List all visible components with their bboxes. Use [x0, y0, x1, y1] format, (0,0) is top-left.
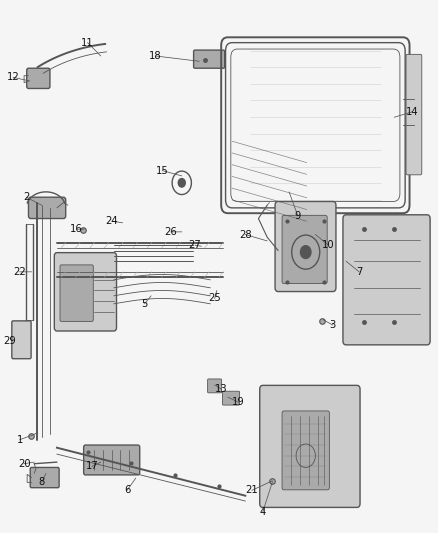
FancyBboxPatch shape	[282, 215, 327, 284]
Text: 9: 9	[295, 211, 301, 221]
Text: 4: 4	[260, 507, 266, 516]
Text: 5: 5	[141, 299, 148, 309]
Text: 11: 11	[81, 38, 94, 47]
Text: 2: 2	[23, 192, 29, 202]
FancyBboxPatch shape	[223, 391, 240, 405]
Text: 27: 27	[188, 240, 201, 250]
Text: 20: 20	[18, 459, 30, 469]
Circle shape	[178, 179, 185, 187]
FancyBboxPatch shape	[60, 265, 93, 321]
FancyBboxPatch shape	[27, 68, 50, 88]
Text: 10: 10	[322, 240, 335, 250]
Text: 3: 3	[330, 320, 336, 330]
Text: 26: 26	[164, 227, 177, 237]
Text: 29: 29	[3, 336, 16, 346]
FancyBboxPatch shape	[12, 321, 31, 359]
Text: 6: 6	[124, 486, 130, 495]
Text: 22: 22	[13, 267, 26, 277]
Text: 16: 16	[70, 224, 83, 234]
FancyBboxPatch shape	[54, 253, 117, 331]
Text: 17: 17	[85, 462, 99, 471]
Text: 24: 24	[106, 216, 118, 226]
FancyBboxPatch shape	[406, 54, 422, 175]
FancyBboxPatch shape	[282, 411, 329, 490]
Text: 18: 18	[149, 51, 162, 61]
Text: 14: 14	[406, 107, 418, 117]
Text: 1: 1	[17, 435, 23, 445]
Text: 8: 8	[39, 478, 45, 487]
Text: 12: 12	[7, 72, 20, 82]
FancyBboxPatch shape	[208, 379, 222, 393]
FancyBboxPatch shape	[30, 467, 59, 488]
FancyBboxPatch shape	[275, 201, 336, 292]
FancyBboxPatch shape	[260, 385, 360, 507]
FancyBboxPatch shape	[194, 50, 225, 68]
Text: 15: 15	[155, 166, 169, 175]
Text: 13: 13	[215, 384, 227, 394]
Text: 25: 25	[208, 294, 221, 303]
Text: 21: 21	[245, 486, 258, 495]
Text: 7: 7	[356, 267, 362, 277]
FancyBboxPatch shape	[84, 445, 140, 475]
Text: 28: 28	[239, 230, 251, 239]
Text: 19: 19	[232, 398, 245, 407]
Circle shape	[300, 246, 311, 259]
FancyBboxPatch shape	[28, 197, 66, 219]
FancyBboxPatch shape	[343, 215, 430, 345]
